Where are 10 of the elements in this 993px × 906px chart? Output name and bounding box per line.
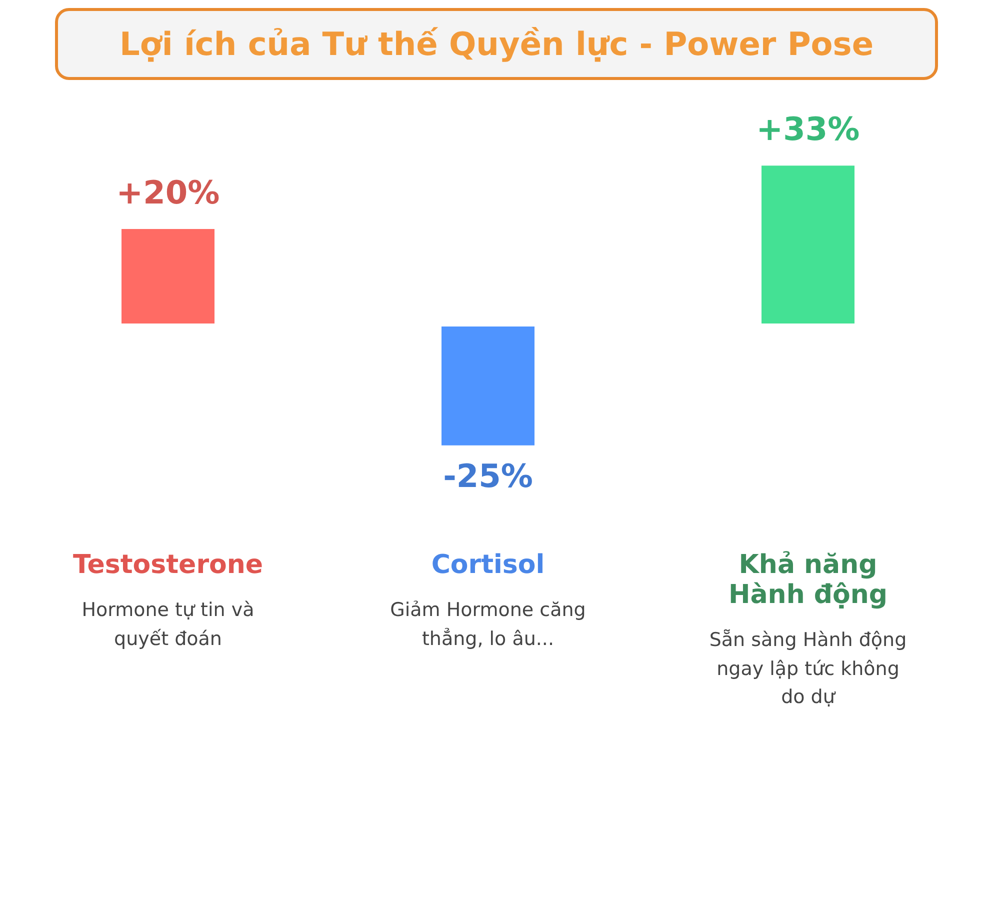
text: Sẵn sàng Hành động ngay lập tức không do dự bbox=[708, 628, 908, 710]
x-tick-label: Testosterone bbox=[72, 550, 264, 580]
data-label: +20% bbox=[116, 174, 220, 212]
x-tick-label: Cortisol bbox=[430, 550, 546, 580]
x-tick-label: Khả năng Hành động bbox=[728, 550, 888, 610]
data-label: -25% bbox=[443, 456, 533, 495]
text: Hormone tự tin và quyết đoán bbox=[80, 598, 256, 652]
chart-title: Lợi ích của Tư thế Quyền lực - Power Pose bbox=[55, 8, 938, 80]
text: Giảm Hormone căng thẳng, lo âu... bbox=[389, 598, 587, 652]
data-label: +33% bbox=[756, 110, 860, 148]
